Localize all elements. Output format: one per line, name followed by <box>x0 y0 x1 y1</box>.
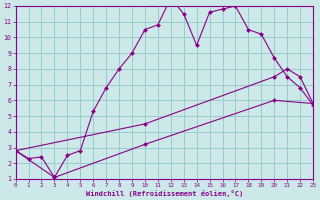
X-axis label: Windchill (Refroidissement éolien,°C): Windchill (Refroidissement éolien,°C) <box>86 190 243 197</box>
